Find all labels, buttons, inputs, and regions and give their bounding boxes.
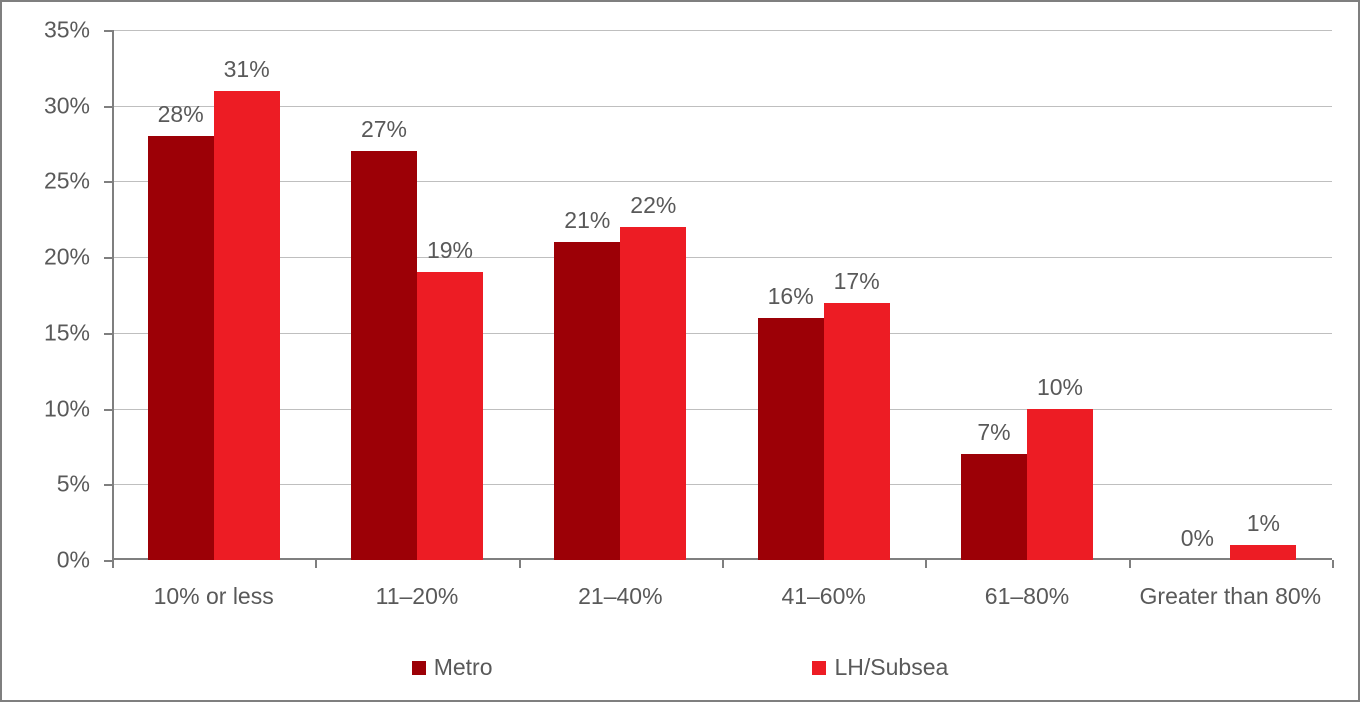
bar-value-label: 28% [158, 101, 204, 128]
bar-value-label: 1% [1247, 510, 1280, 537]
x-tick-mark [722, 560, 724, 568]
plot-area: 0%5%10%15%20%25%30%35%28%31%10% or less2… [112, 30, 1332, 560]
bar-value-label: 22% [630, 192, 676, 219]
y-tick-label: 10% [44, 395, 90, 422]
legend-item: Metro [412, 654, 493, 681]
x-tick-mark [519, 560, 521, 568]
category-label: 10% or less [119, 582, 309, 611]
y-axis-line [112, 30, 114, 560]
x-tick-mark [112, 560, 114, 568]
legend-item: LH/Subsea [812, 654, 948, 681]
bar-metro [148, 136, 214, 560]
bar-metro [351, 151, 417, 560]
y-tick-label: 25% [44, 168, 90, 195]
x-tick-mark [1332, 560, 1334, 568]
gridline [112, 257, 1332, 258]
legend-swatch [812, 661, 826, 675]
bar-value-label: 0% [1181, 525, 1214, 552]
gridline [112, 333, 1332, 334]
legend-swatch [412, 661, 426, 675]
y-tick-mark [104, 409, 112, 411]
bar-lh-subsea [214, 91, 280, 560]
category-label: Greater than 80% [1135, 582, 1325, 611]
bar-lh-subsea [824, 303, 890, 560]
x-tick-mark [315, 560, 317, 568]
gridline [112, 181, 1332, 182]
gridline [112, 30, 1332, 31]
y-tick-mark [104, 484, 112, 486]
bar-value-label: 27% [361, 116, 407, 143]
bar-lh-subsea [620, 227, 686, 560]
bar-value-label: 21% [564, 207, 610, 234]
y-tick-mark [104, 106, 112, 108]
bar-lh-subsea [1027, 409, 1093, 560]
bar-value-label: 19% [427, 237, 473, 264]
gridline [112, 106, 1332, 107]
gridline [112, 484, 1332, 485]
legend-label: LH/Subsea [834, 654, 948, 681]
chart-frame: 0% 5% 10% 15% 20% 25% 30% 35% 28% 31% 10% or less 2… [0, 0, 1360, 702]
y-tick-mark [104, 257, 112, 259]
bar-value-label: 17% [834, 268, 880, 295]
y-tick-label: 0% [57, 547, 90, 574]
bar-value-label: 10% [1037, 374, 1083, 401]
y-tick-mark [104, 181, 112, 183]
y-tick-label: 35% [44, 17, 90, 44]
x-tick-mark [925, 560, 927, 568]
x-tick-mark [1129, 560, 1131, 568]
y-tick-label: 5% [57, 471, 90, 498]
bar-metro [758, 318, 824, 560]
bar-lh-subsea [417, 272, 483, 560]
category-label: 61–80% [932, 582, 1122, 611]
y-tick-mark [104, 560, 112, 562]
bar-value-label: 16% [768, 283, 814, 310]
y-tick-mark [104, 30, 112, 32]
bar-lh-subsea [1230, 545, 1296, 560]
y-tick-label: 30% [44, 92, 90, 119]
bar-value-label: 31% [224, 56, 270, 83]
y-tick-label: 20% [44, 244, 90, 271]
y-tick-label: 15% [44, 319, 90, 346]
category-label: 21–40% [525, 582, 715, 611]
category-label: 41–60% [729, 582, 919, 611]
legend: Metro LH/Subsea [2, 654, 1358, 681]
bar-metro [961, 454, 1027, 560]
y-tick-mark [104, 333, 112, 335]
gridline [112, 409, 1332, 410]
category-label: 11–20% [322, 582, 512, 611]
legend-label: Metro [434, 654, 493, 681]
bar-metro [554, 242, 620, 560]
bar-value-label: 7% [977, 419, 1010, 446]
